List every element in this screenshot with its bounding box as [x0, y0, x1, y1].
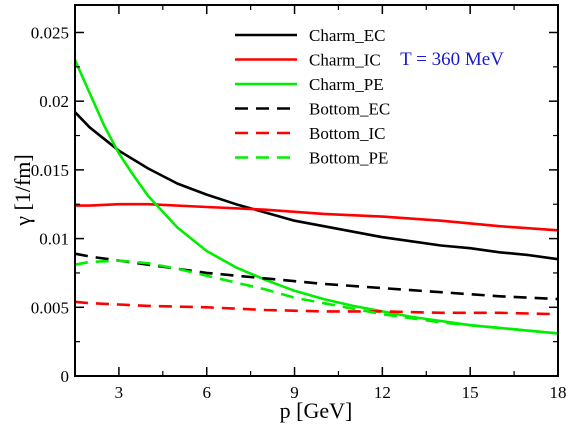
- legend-item: Bottom_EC: [235, 100, 390, 119]
- legend-label: Charm_PE: [309, 75, 384, 94]
- temperature-annotation: T = 360 MeV: [400, 49, 504, 70]
- y-tick-label: 0: [61, 367, 70, 386]
- x-tick-label: 15: [462, 383, 479, 402]
- x-axis-title: p [GeV]: [280, 398, 353, 423]
- legend-label: Bottom_EC: [309, 100, 390, 119]
- legend-item: Charm_PE: [235, 75, 384, 94]
- legend-item: Bottom_IC: [235, 124, 386, 143]
- y-tick-label: 0.005: [31, 298, 69, 317]
- legend-label: Charm_IC: [309, 51, 381, 70]
- legend-label: Bottom_IC: [309, 124, 386, 143]
- x-tick-label: 12: [374, 383, 391, 402]
- series-line-charm-pe: [73, 59, 559, 335]
- series-line-charm-ic: [75, 202, 559, 232]
- legend-item: Bottom_PE: [235, 149, 388, 168]
- y-tick-label: 0.01: [39, 230, 69, 249]
- legend-item: Charm_IC: [235, 51, 381, 70]
- y-axis-title: γ [1/fm]: [10, 154, 35, 226]
- ticks-layer: 3 6 9 12 15 18 0 0.005 0.01 0.015 0.02 0.025: [31, 5, 567, 402]
- series-line-bottom-ec: [74, 252, 559, 301]
- plot-frame: [74, 4, 559, 377]
- y-tick-label: 0.025: [31, 23, 69, 42]
- y-tick-label: 0.015: [31, 161, 69, 180]
- legend-label: Charm_EC: [309, 26, 386, 45]
- legend-item: Charm_EC: [235, 26, 386, 45]
- x-tick-label: 6: [202, 383, 211, 402]
- x-tick-label: 9: [290, 383, 299, 402]
- series-layer: [73, 59, 559, 335]
- legend: Charm_EC Charm_IC Charm_PE Bottom_EC Bottom_…: [235, 26, 390, 168]
- series-line-bottom-pe: [74, 259, 559, 335]
- x-tick-label: 3: [115, 383, 124, 402]
- x-tick-label: 18: [550, 383, 567, 402]
- legend-label: Bottom_PE: [309, 149, 388, 168]
- y-tick-label: 0.02: [39, 92, 69, 111]
- series-line-charm-ec: [74, 111, 559, 261]
- series-line-bottom-ic: [74, 300, 559, 316]
